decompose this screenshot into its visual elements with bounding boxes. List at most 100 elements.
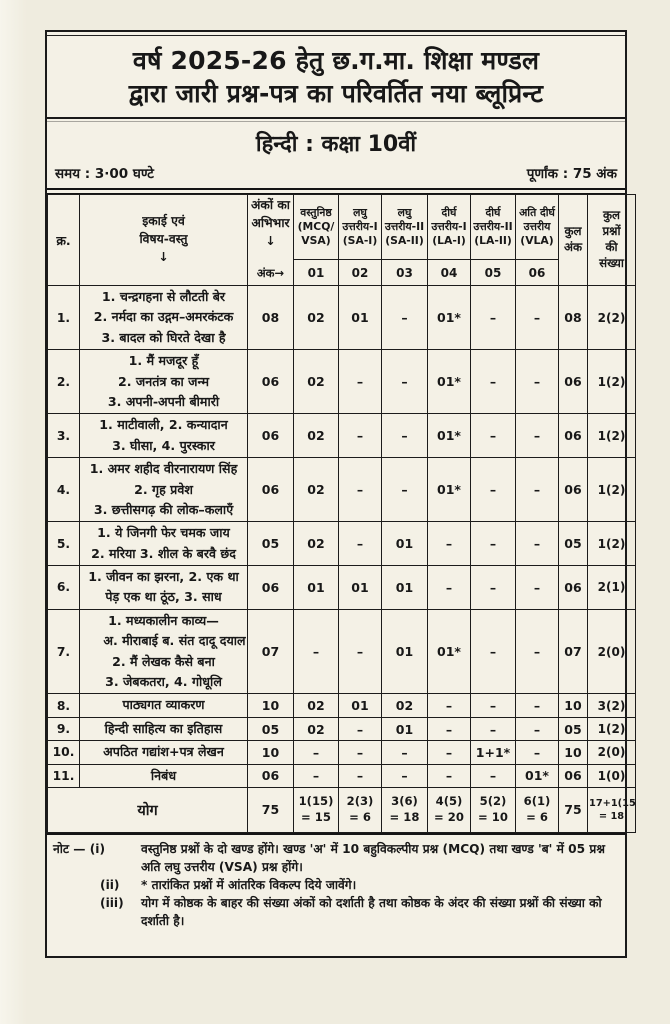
table-row-2: 2. 1. मैं मजदूर हूँ 2. जनतंत्र का जन्म 3… [47, 349, 636, 415]
row-cell: – [427, 716, 471, 742]
top-divider [47, 35, 625, 36]
row-total-marks: 10 [558, 740, 588, 765]
row-unit: अपठित गद्यांश+पत्र लेखन [79, 740, 248, 765]
row-total-questions: 1(2) [587, 521, 636, 567]
row-cell: – [470, 413, 516, 459]
row-total-marks: 10 [558, 693, 588, 718]
row-cell: 01 [293, 565, 339, 610]
row-cell: 01* [427, 284, 471, 351]
row-cell: – [470, 608, 516, 695]
row-cell: – [338, 608, 382, 695]
row-serial: 11. [47, 763, 80, 788]
table-row-4: 4. 1. अमर शहीद वीरनारायण सिंह 2. गृह प्र… [47, 457, 636, 523]
table-row-8: 8. पाठ्यगत व्याकरण 10 02 01 02 – – – 10 … [47, 693, 636, 718]
row-total-questions: 1(2) [587, 413, 636, 459]
row-weight: 06 [247, 565, 294, 610]
row-cell: 02 [293, 716, 339, 742]
col-header-vla: अति दीर्घ उत्तरीय (VLA) [515, 194, 559, 260]
row-unit: पाठ्यगत व्याकरण [79, 693, 248, 718]
row-cell: – [427, 521, 471, 567]
row-cell: – [293, 763, 339, 788]
row-cell: – [470, 763, 516, 788]
row-serial: 4. [47, 457, 80, 523]
row-cell: – [515, 716, 559, 742]
row-cell: 01* [427, 608, 471, 695]
col-header-sa1: लघु उत्तरीय-I (SA-I) [338, 194, 382, 260]
row-cell: – [427, 565, 471, 610]
mark-value-6: 06 [515, 259, 559, 286]
row-cell: 01 [381, 565, 428, 610]
total-cell: 1(15) = 15 [293, 786, 339, 833]
row-unit: 1. माटीवाली, 2. कन्यादान 3. घीसा, 4. पुर… [79, 413, 248, 459]
row-cell: 01 [338, 693, 382, 718]
row-cell: – [338, 413, 382, 459]
row-cell: – [338, 349, 382, 415]
row-unit: 1. मैं मजदूर हूँ 2. जनतंत्र का जन्म 3. अ… [79, 349, 248, 415]
total-row-label: योग [47, 786, 248, 833]
row-serial: 1. [47, 284, 80, 351]
col-header-la1: दीर्घ उत्तरीय-I (LA-I) [427, 194, 471, 260]
row-total-questions: 1(2) [587, 349, 636, 415]
row-unit: 1. अमर शहीद वीरनारायण सिंह 2. गृह प्रवेश… [79, 457, 248, 523]
row-total-marks: 06 [558, 413, 588, 459]
row-cell: – [338, 521, 382, 567]
row-cell: – [515, 608, 559, 695]
row-serial: 5. [47, 521, 80, 567]
row-cell: – [381, 413, 428, 459]
col-header-total-questions: कुल प्रश्नों की संख्या [587, 194, 636, 286]
total-cell: 6(1) = 6 [515, 786, 559, 833]
row-cell: 01* [427, 457, 471, 523]
weight-header-marks-arrow: अंक→ [256, 265, 285, 280]
row-cell: 1+1* [470, 740, 516, 765]
row-cell: 01 [381, 608, 428, 695]
row-total-questions: 2(0) [587, 740, 636, 765]
subject-class-title: हिन्दी : कक्षा 10वीं [255, 132, 417, 157]
row-cell: 02 [293, 457, 339, 523]
row-cell: – [293, 740, 339, 765]
row-cell: – [470, 716, 516, 742]
table-row-11: 11. निबंध 06 – – – – – 01* 06 1(0) [47, 763, 636, 788]
mark-value-2: 02 [338, 259, 382, 286]
row-cell: – [427, 740, 471, 765]
full-marks-label: पूर्णांक : 75 अंक [526, 166, 617, 182]
row-cell: – [515, 740, 559, 765]
row-weight: 05 [247, 521, 294, 567]
row-serial: 7. [47, 608, 80, 695]
row-unit: हिन्दी साहित्य का इतिहास [79, 716, 248, 742]
row-total-questions: 3(2) [587, 693, 636, 718]
table-row-5: 5. 1. ये जिनगी फेर चमक जाय 2. मरिया 3. श… [47, 521, 636, 567]
note-box: नोट — (i) वस्तुनिष्ठ प्रश्नों के दो खण्ड… [47, 832, 625, 939]
row-unit: 1. मध्यकालीन काव्य— अ. मीराबाई ब. संत दा… [79, 608, 248, 695]
total-total-marks: 75 [558, 786, 588, 833]
note-marker: (iii) [100, 896, 124, 911]
row-total-marks: 06 [558, 457, 588, 523]
col-header-mcq-vsa: वस्तुनिष्ठ (MCQ/ VSA) [293, 194, 339, 260]
row-cell: 02 [293, 349, 339, 415]
header-table-divider [47, 188, 625, 194]
row-unit: 1. जीवन का झरना, 2. एक था पेड़ एक था ठूं… [79, 565, 248, 610]
total-cell: 2(3) = 6 [338, 786, 382, 833]
col-header-la2: दीर्घ उत्तरीय-II (LA-II) [470, 194, 516, 260]
row-total-questions: 1(2) [587, 716, 636, 742]
row-total-questions: 1(0) [587, 763, 636, 788]
row-cell: – [470, 284, 516, 351]
row-cell: 01 [338, 284, 382, 351]
row-weight: 06 [247, 349, 294, 415]
total-cell: 5(2) = 10 [470, 786, 516, 833]
row-cell: 02 [293, 413, 339, 459]
table-row-10: 10. अपठित गद्यांश+पत्र लेखन 10 – – – – 1… [47, 740, 636, 765]
row-serial: 2. [47, 349, 80, 415]
header-row-1: क्र. इकाई एवं विषय-वस्तु ↓ अंकों का अभिभ… [47, 194, 636, 286]
row-serial: 9. [47, 716, 80, 742]
row-unit: निबंध [79, 763, 248, 788]
note-text: योग में कोष्ठक के बाहर की संख्या अंकों क… [141, 896, 602, 929]
row-cell: – [470, 349, 516, 415]
row-cell: 02 [293, 693, 339, 718]
mark-value-1: 01 [293, 259, 339, 286]
note-item-1: नोट — (i) वस्तुनिष्ठ प्रश्नों के दो खण्ड… [53, 840, 619, 876]
row-cell: – [427, 763, 471, 788]
row-serial: 6. [47, 565, 80, 610]
document-frame: वर्ष 2025-26 हेतु छ.ग.मा. शिक्षा मण्डल द… [45, 30, 636, 958]
mark-value-4: 04 [427, 259, 471, 286]
row-cell: – [381, 457, 428, 523]
